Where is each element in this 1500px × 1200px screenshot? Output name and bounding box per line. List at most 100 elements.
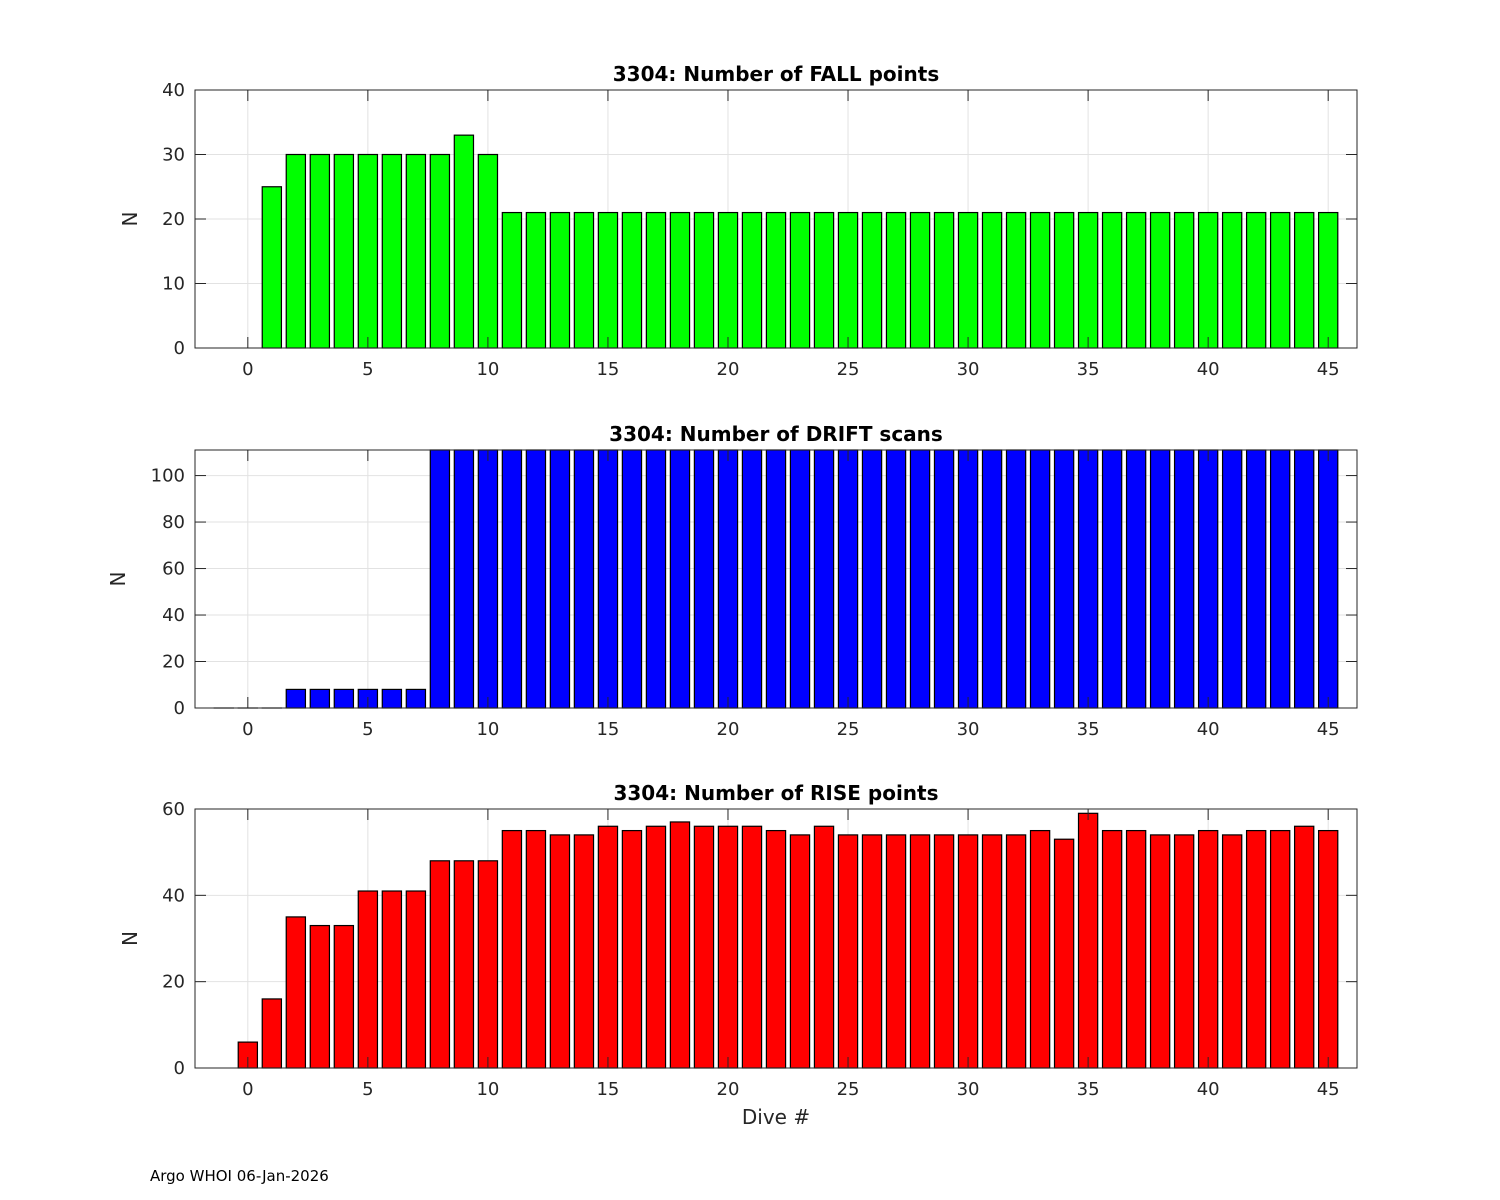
x-tick-label: 10 [476,1079,499,1100]
x-tick-label: 35 [1077,719,1100,740]
bar [693,449,715,709]
bar [1005,834,1027,1069]
y-tick-label: 40 [162,885,185,906]
bar [1029,829,1051,1069]
bar [1005,449,1027,709]
x-tick-label: 30 [957,719,980,740]
bar [261,998,283,1069]
bar [333,924,355,1069]
bar [333,688,355,709]
bar [1101,449,1123,709]
bar [957,449,979,709]
bar [861,211,883,349]
bar [1293,211,1315,349]
bar [381,153,403,349]
x-tick-label: 20 [717,359,740,380]
x-tick-label: 5 [362,359,373,380]
bar [1029,449,1051,709]
y-tick-label: 60 [162,559,185,580]
y-tick-label: 20 [162,209,185,230]
bar [1005,211,1027,349]
bar [1221,834,1243,1069]
y-tick-label: 20 [162,652,185,673]
y-tick-label: 40 [162,605,185,626]
x-tick-label: 15 [596,1079,619,1100]
axes-box [194,449,1358,709]
bar [597,211,619,349]
x-tick-label: 45 [1317,1079,1340,1100]
bar [1053,211,1075,349]
bar [1221,211,1243,349]
x-tick-label: 0 [242,719,253,740]
bar [933,834,955,1069]
bar [861,834,883,1069]
bar [909,834,931,1069]
bar [885,449,907,709]
bar [933,449,955,709]
bar [741,825,763,1069]
x-tick-label: 10 [476,719,499,740]
bar [909,211,931,349]
bar [597,825,619,1069]
x-tick-label: 10 [476,359,499,380]
y-tick-label: 40 [162,80,185,101]
bar [981,834,1003,1069]
bar [1053,838,1075,1069]
x-tick-label: 25 [837,359,860,380]
bar [765,829,787,1069]
bar [357,153,379,349]
y-tick-label: 0 [174,698,185,719]
bar [765,211,787,349]
bar [789,834,811,1069]
bar [741,449,763,709]
bar [1173,834,1195,1069]
chart-title: 3304: Number of FALL points [613,62,939,86]
bar [1101,211,1123,349]
x-tick-label: 35 [1077,359,1100,380]
chart-panel-2: 0 5 10 15 20 25 30 35 40 45 0 20 40 60 80 100 3304: Numb… [106,422,1358,740]
x-tick-label: 40 [1197,1079,1220,1100]
x-tick-label: 5 [362,719,373,740]
bar [813,449,835,709]
y-axis-label: N [118,212,142,227]
bar [429,449,451,709]
bar [717,449,739,709]
bar [957,834,979,1069]
bar [1149,449,1171,709]
bar [621,449,643,709]
bar [837,211,859,349]
bar [525,829,547,1069]
bar [477,449,499,709]
x-tick-label: 15 [596,359,619,380]
bar [669,211,691,349]
bar [1197,449,1219,709]
chart-title: 3304: Number of RISE points [613,781,938,805]
x-tick-label: 15 [596,719,619,740]
bar [549,211,571,349]
bar [501,449,523,709]
bar [261,186,283,349]
bar [501,211,523,349]
bar [405,890,427,1069]
bar [1125,211,1147,349]
bar [381,890,403,1069]
bar [477,153,499,349]
x-tick-label: 30 [957,1079,980,1100]
bar [1125,449,1147,709]
bar [405,153,427,349]
bar [1221,449,1243,709]
y-tick-label: 20 [162,972,185,993]
bar [981,211,1003,349]
bar [981,449,1003,709]
bar [669,821,691,1069]
x-tick-label: 30 [957,359,980,380]
bar [693,825,715,1069]
x-tick-label: 20 [717,1079,740,1100]
chart-panel-1: 0 5 10 15 20 25 30 35 40 45 0 10 20 30 40 3304: Number … [118,62,1358,380]
x-axis-label: Dive # [742,1105,810,1129]
bar [1269,829,1291,1069]
bar [837,834,859,1069]
bar [1269,449,1291,709]
x-tick-label: 0 [242,1079,253,1100]
